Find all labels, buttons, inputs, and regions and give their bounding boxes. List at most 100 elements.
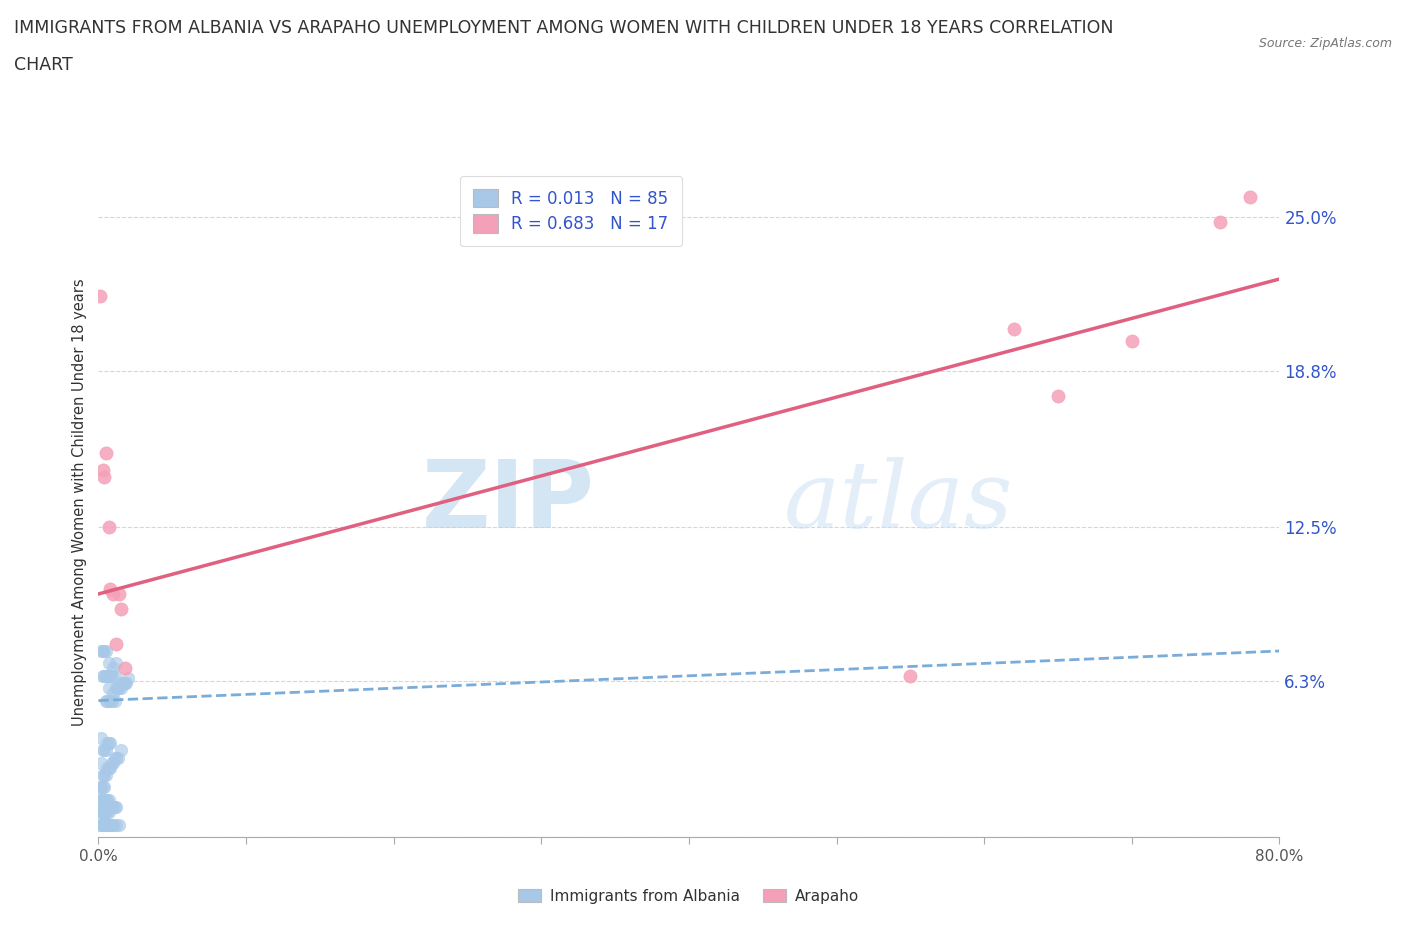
Text: IMMIGRANTS FROM ALBANIA VS ARAPAHO UNEMPLOYMENT AMONG WOMEN WITH CHILDREN UNDER : IMMIGRANTS FROM ALBANIA VS ARAPAHO UNEMP… (14, 19, 1114, 36)
Point (91, 743, 114, 758)
Point (1002, 321, 1025, 336)
Point (97, 656, 120, 671)
Point (103, 661, 125, 676)
Point (90, 730, 112, 745)
Point (97, 736, 120, 751)
Point (104, 751, 127, 765)
Point (94, 767, 117, 782)
Point (93, 644, 115, 658)
Point (117, 671, 139, 685)
Point (104, 669, 127, 684)
Point (107, 751, 129, 765)
Point (103, 817, 125, 832)
Point (94, 792, 117, 807)
Point (94, 743, 117, 758)
Point (107, 681, 129, 696)
Point (105, 751, 128, 765)
Point (98, 760, 121, 775)
Point (91, 644, 114, 658)
Point (94, 693, 117, 708)
Point (89, 804, 111, 819)
Point (110, 743, 132, 758)
Point (93, 804, 115, 819)
Point (98, 693, 121, 708)
Point (112, 676, 135, 691)
Point (105, 800, 128, 815)
Point (98, 817, 121, 832)
Point (108, 681, 131, 696)
Point (93, 817, 115, 832)
Point (108, 817, 131, 832)
Point (93, 767, 115, 782)
Point (90, 780, 112, 795)
Point (114, 661, 136, 676)
Point (94, 817, 117, 832)
Point (100, 669, 122, 684)
Point (105, 656, 128, 671)
Point (105, 636, 128, 651)
Point (91, 462, 114, 477)
Point (1239, 190, 1261, 205)
Point (96, 760, 118, 775)
Point (900, 669, 922, 684)
Point (1046, 388, 1069, 403)
Point (114, 676, 136, 691)
Point (96, 792, 118, 807)
Point (97, 817, 120, 832)
Text: atlas: atlas (783, 458, 1012, 547)
Point (94, 804, 117, 819)
Point (100, 693, 122, 708)
Point (110, 681, 132, 696)
Point (100, 817, 122, 832)
Point (103, 800, 125, 815)
Point (1121, 334, 1143, 349)
Point (100, 755, 122, 770)
Point (108, 587, 131, 602)
Point (103, 587, 125, 602)
Point (103, 755, 125, 770)
Point (91, 780, 114, 795)
Point (97, 760, 120, 775)
Point (94, 445, 117, 460)
Point (111, 676, 134, 691)
Point (98, 736, 121, 751)
Point (1209, 215, 1232, 230)
Point (103, 685, 125, 700)
Point (97, 520, 120, 535)
Point (90, 755, 112, 770)
Point (89, 792, 111, 807)
Point (104, 800, 127, 815)
Point (89, 817, 111, 832)
Point (93, 792, 115, 807)
Point (91, 817, 114, 832)
Point (94, 669, 117, 684)
Point (90, 817, 112, 832)
Point (98, 581, 121, 596)
Point (105, 681, 128, 696)
Point (96, 693, 118, 708)
Legend: Immigrants from Albania, Arapaho: Immigrants from Albania, Arapaho (512, 883, 866, 910)
Text: Source: ZipAtlas.com: Source: ZipAtlas.com (1258, 37, 1392, 50)
Point (97, 681, 120, 696)
Point (100, 800, 122, 815)
Text: CHART: CHART (14, 56, 73, 73)
Point (110, 602, 132, 617)
Point (90, 644, 112, 658)
Point (96, 669, 118, 684)
Point (91, 767, 114, 782)
Point (104, 693, 127, 708)
Point (93, 669, 115, 684)
Point (96, 736, 118, 751)
Point (115, 676, 138, 691)
Point (105, 817, 128, 832)
Point (93, 470, 115, 485)
Point (96, 817, 118, 832)
Point (93, 780, 115, 795)
Y-axis label: Unemployment Among Women with Children Under 18 years: Unemployment Among Women with Children U… (72, 278, 87, 726)
Point (90, 804, 112, 819)
Point (91, 804, 114, 819)
Point (91, 669, 114, 684)
Point (94, 644, 117, 658)
Point (98, 669, 121, 684)
Point (89, 289, 111, 304)
